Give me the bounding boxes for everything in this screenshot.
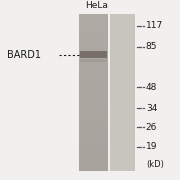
Text: HeLa: HeLa [85, 1, 108, 10]
Bar [79, 14, 108, 171]
Bar [79, 148, 108, 156]
Bar [79, 46, 108, 54]
Bar [79, 54, 108, 62]
Text: 48: 48 [146, 83, 157, 92]
Bar [79, 156, 108, 163]
Bar [79, 30, 108, 38]
Bar [110, 14, 135, 171]
Bar [79, 140, 108, 148]
Bar [79, 69, 108, 77]
Bar [79, 109, 108, 116]
Bar [79, 132, 108, 140]
Bar [79, 101, 108, 109]
Bar [79, 93, 108, 101]
Text: 26: 26 [146, 123, 157, 132]
Text: BARD1: BARD1 [7, 50, 41, 60]
Bar [79, 116, 108, 124]
Bar [79, 77, 108, 85]
Bar [79, 85, 108, 93]
Text: 34: 34 [146, 104, 157, 113]
Text: (kD): (kD) [146, 160, 164, 169]
Text: 117: 117 [146, 21, 163, 30]
Bar [79, 124, 108, 132]
Text: 85: 85 [146, 42, 157, 51]
Bar [79, 38, 108, 46]
Bar [80, 51, 107, 58]
Bar [79, 163, 108, 171]
Bar [79, 62, 108, 69]
Bar [79, 22, 108, 30]
Bar [79, 14, 108, 22]
Text: 19: 19 [146, 142, 157, 151]
Bar [80, 59, 107, 62]
